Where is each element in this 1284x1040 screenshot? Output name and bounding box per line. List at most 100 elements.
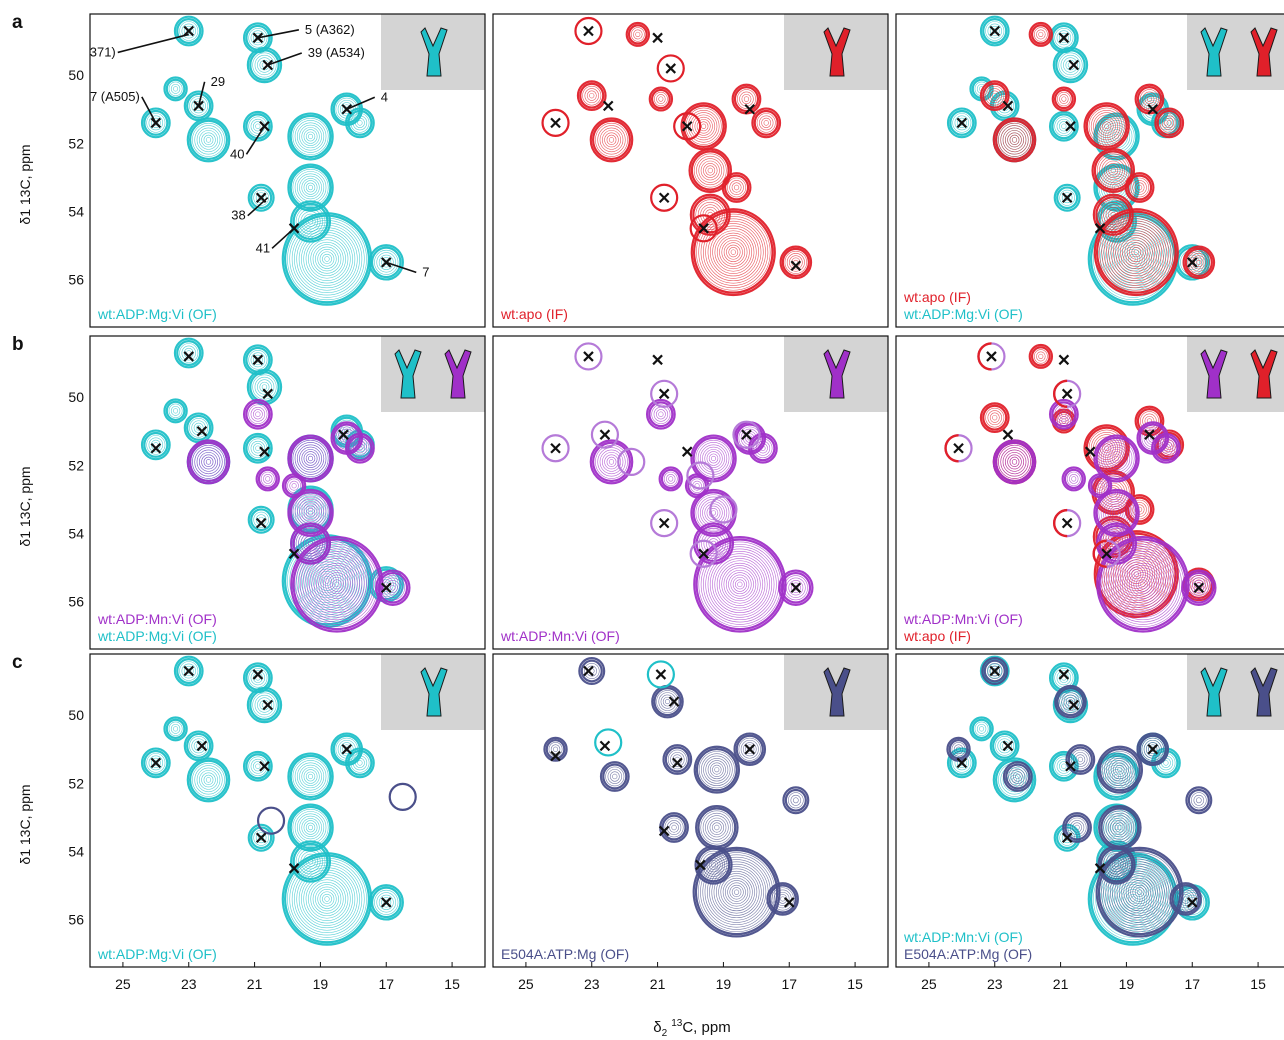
contour-line [982,18,1008,45]
contour-line [165,400,186,422]
contour-line [146,113,166,133]
highlight-circle-half [1092,539,1107,568]
contour-line [1114,866,1165,919]
contour-line [289,805,332,850]
contour-line [956,117,967,128]
contour-line [695,747,738,792]
contour-line [985,21,1005,41]
contour-line [383,577,403,598]
contour-line [1112,228,1160,277]
contour-line [727,882,746,902]
peak-cross [259,760,270,772]
contour-line [1095,210,1177,294]
series-label: wt:apo (IF) [500,306,568,322]
contour-line [1112,820,1128,835]
contour-line [176,340,202,367]
contour-line [1004,452,1024,472]
contour-line [383,899,389,906]
contour-line [303,129,318,144]
contour-line [176,658,202,685]
contour-line [305,131,316,142]
contour-line [730,249,736,255]
contour-line [584,88,599,104]
contour-line [1010,769,1025,784]
peak-label: 39 (A534) [308,45,365,60]
peak-cross [1058,32,1070,44]
contour-line [951,742,966,757]
contour-line [186,668,192,674]
contour-line [793,585,799,591]
contour-line [1107,503,1126,523]
contour-line [706,505,721,521]
peak-label-leader [247,197,269,217]
contour-line [1129,244,1144,260]
highlight-circle [689,539,718,568]
contour-line [287,478,301,493]
contour-line [163,398,188,424]
contour-line [1030,24,1051,45]
contour-line [205,459,212,465]
contour-line [989,90,1000,101]
contour-line [1036,351,1046,362]
highlight-circle [541,108,570,137]
contour-line [715,870,758,914]
contour-line [148,115,164,131]
contour-line [949,749,975,776]
contour-line [1056,186,1079,210]
contour-line [181,663,196,679]
contour-line [1096,475,1130,510]
contour-line [1134,887,1145,898]
contour-line [255,466,280,492]
peak-label: 37 (A505) [83,89,140,104]
contour-line [733,889,740,895]
contour-line [759,115,774,131]
contour-line [1102,444,1131,473]
contour-line [1130,177,1150,198]
y-tick-label: 50 [68,67,84,83]
protein-icon [823,349,851,399]
contour-line [186,414,212,441]
contour-line [252,52,277,78]
highlight-circle [689,214,718,243]
contour-line [952,753,972,773]
contour-line [179,661,199,681]
contour-line [974,721,989,737]
contour-line [248,668,268,688]
y-axis-label: δ1 13C, ppm [17,784,33,864]
x-tick-label: 25 [921,976,937,992]
highlight-circle [541,434,570,463]
contour-line [294,864,360,933]
contour-line [1075,754,1086,765]
contour-line [633,29,643,40]
contour-line [712,764,722,775]
contour-line [368,884,404,921]
x-tick-label: 21 [247,976,263,992]
contour-line [1115,555,1171,613]
panel-contents: wt:ADP:Mn:Vi (OF)wt:apo (IF) [896,336,1284,649]
contour-line [1093,434,1140,483]
contour-line [1054,28,1074,48]
contour-line [694,845,733,885]
peak-cross [150,757,162,769]
contour-line [289,754,332,799]
contour-line [1002,767,1027,793]
contour-line [690,434,737,483]
contour-line [1061,35,1067,41]
contour-line [181,23,196,39]
contour-line [318,565,356,604]
contour-line [321,253,332,265]
spectrum-panel: E504A:ATP:Mg (OF) [492,653,889,968]
contour-line [316,562,358,606]
contour-line [255,123,261,129]
contour-line [707,551,773,618]
contour-line [721,565,759,604]
contour-line [711,866,762,919]
contour-line [194,765,223,795]
contour-line [306,553,367,616]
contour-line [1088,107,1125,145]
contour-line [173,337,204,369]
contour-line [298,208,323,235]
x-tick-label: 19 [1119,976,1135,992]
peak-label-leader [271,227,295,249]
contour-line [189,119,229,161]
